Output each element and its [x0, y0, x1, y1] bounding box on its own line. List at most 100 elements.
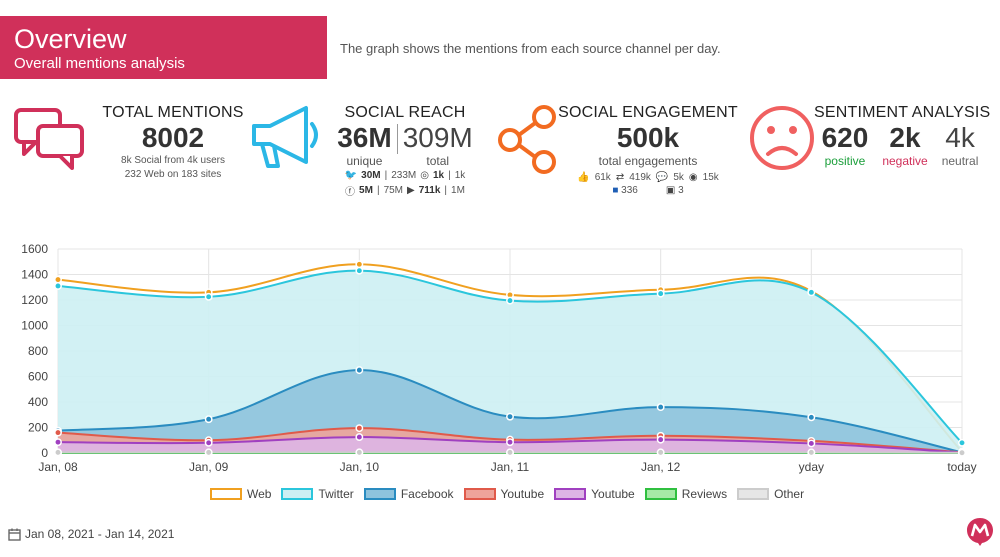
y-tick-label: 1600: [21, 242, 48, 256]
reach-youtube-total: 1M: [451, 185, 465, 196]
sentiment-title: SENTIMENT ANALYSIS: [814, 104, 991, 121]
data-point-facebook: [506, 412, 514, 421]
sentiment-negative-label: negative: [882, 154, 928, 168]
twitter-icon: 🐦: [344, 170, 358, 181]
mentions-chart: 0 200 400 600 800 1000 1200 1400 1600 Jan, 08 Jan,…: [21, 242, 976, 474]
x-tick-label: Jan, 09: [189, 460, 229, 474]
total-mentions-web: 232 Web on 183 sites: [124, 169, 222, 180]
data-point-twitter: [204, 292, 213, 301]
legend-item-youtube[interactable]: Youtube: [554, 487, 635, 501]
chart-legend: Web Twitter Facebook Youtube Youtube Reviews O…: [210, 487, 804, 501]
like-icon: 👍: [577, 172, 590, 183]
legend-label: Twitter: [318, 487, 354, 501]
legend-item-reviews[interactable]: Reviews: [644, 487, 728, 501]
legend-label: Facebook: [400, 487, 454, 501]
data-point-youtube: [54, 438, 62, 447]
facebook-icon: ■: [612, 185, 619, 196]
x-tick-label: Jan, 12: [641, 460, 681, 474]
legend-item-other[interactable]: Other: [737, 487, 804, 501]
legend-swatch: [281, 488, 314, 500]
y-tick-label: 600: [28, 370, 48, 384]
reach-total-label: total: [426, 154, 450, 168]
view-icon: ◉: [688, 172, 698, 183]
brand-logo-icon: [967, 518, 993, 546]
data-point-youtube: [54, 428, 62, 437]
data-point-other: [204, 448, 213, 457]
engagement-views: 15k: [702, 172, 719, 183]
youtube-icon: ▶: [407, 185, 415, 196]
y-tick-label: 800: [28, 344, 48, 358]
data-point-other: [656, 448, 665, 457]
x-tick-label: Jan, 10: [340, 460, 380, 474]
y-tick-label: 200: [28, 421, 48, 435]
data-point-facebook: [807, 413, 816, 422]
legend-item-web[interactable]: Web: [210, 487, 271, 501]
data-point-twitter: [355, 266, 364, 275]
x-tick-label: today: [947, 460, 976, 474]
social-reach-title: SOCIAL REACH: [344, 104, 466, 121]
data-point-twitter: [54, 282, 62, 290]
reach-unique-label: unique: [346, 154, 383, 168]
engagement-likes: 61k: [594, 172, 611, 183]
data-point-other: [506, 448, 514, 457]
graph-description: The graph shows the mentions from each s…: [340, 41, 721, 56]
x-tick-label: yday: [799, 460, 824, 474]
data-point-other: [54, 448, 62, 457]
social-engagement-title: SOCIAL ENGAGEMENT: [558, 104, 738, 121]
reach-twitter-unique: 30M: [361, 170, 381, 181]
engagement-retweets: 419k: [629, 172, 651, 183]
y-tick-label: 1000: [21, 319, 48, 333]
legend-label: Other: [774, 487, 805, 501]
reach-unique-value: 36M: [337, 122, 392, 153]
legend-item-facebook[interactable]: Facebook: [363, 487, 454, 501]
data-point-web: [54, 275, 62, 284]
x-tick-label: Jan, 08: [38, 460, 78, 474]
data-point-web: [355, 260, 364, 269]
data-point-youtube: [656, 435, 665, 444]
sentiment-positive-value: 620: [821, 122, 869, 153]
data-point-facebook: [355, 366, 364, 375]
date-range[interactable]: Jan 08, 2021 - Jan 14, 2021: [8, 527, 174, 541]
data-point-twitter: [958, 438, 966, 447]
y-tick-label: 400: [28, 395, 48, 409]
legend-item-twitter[interactable]: Twitter: [281, 487, 354, 501]
y-tick-label: 1400: [21, 268, 48, 282]
y-tick-label: 0: [41, 446, 48, 460]
sentiment-positive-label: positive: [824, 154, 866, 168]
instagram-icon: ◎: [420, 170, 429, 181]
date-range-text: Jan 08, 2021 - Jan 14, 2021: [25, 527, 175, 541]
reach-twitter-total: 233M: [391, 170, 417, 181]
page-subtitle: Overall mentions analysis: [14, 55, 185, 72]
engagement-label: total engagements: [598, 154, 698, 168]
legend-label: Web: [247, 487, 272, 501]
legend-swatch: [210, 488, 242, 500]
data-point-other: [355, 448, 364, 457]
legend-swatch: [737, 488, 770, 500]
total-mentions-social: 8k Social from 4k users: [121, 155, 225, 166]
megaphone-icon: [252, 106, 318, 168]
data-point-facebook: [656, 403, 665, 412]
pinterest-icon: ▣: [665, 185, 676, 196]
reach-total-value: 309M: [402, 122, 473, 153]
legend-item-youtube[interactable]: Youtube: [463, 487, 544, 501]
overview-header: Overview Overall mentions analysis: [0, 16, 327, 79]
calendar-icon: [8, 528, 21, 541]
data-point-youtube: [506, 438, 514, 447]
legend-swatch: [463, 488, 496, 500]
data-point-facebook: [204, 415, 213, 424]
x-tick-label: Jan, 11: [491, 460, 530, 474]
data-point-twitter: [807, 288, 816, 297]
legend-swatch: [644, 488, 677, 500]
reach-facebook-total: 75M: [383, 185, 404, 196]
facebook-icon: ⓕ: [345, 187, 356, 198]
comment-icon: 💬: [655, 172, 669, 183]
legend-label: Reviews: [681, 487, 728, 501]
data-point-twitter: [656, 289, 665, 298]
page-title: Overview: [14, 24, 127, 54]
total-mentions-title: TOTAL MENTIONS: [102, 104, 244, 121]
data-point-youtube: [355, 433, 364, 442]
data-point-youtube: [807, 439, 816, 448]
engagement-pinterest: 3: [678, 185, 684, 196]
engagement-comments: 5k: [673, 172, 684, 183]
data-point-other: [958, 448, 966, 457]
